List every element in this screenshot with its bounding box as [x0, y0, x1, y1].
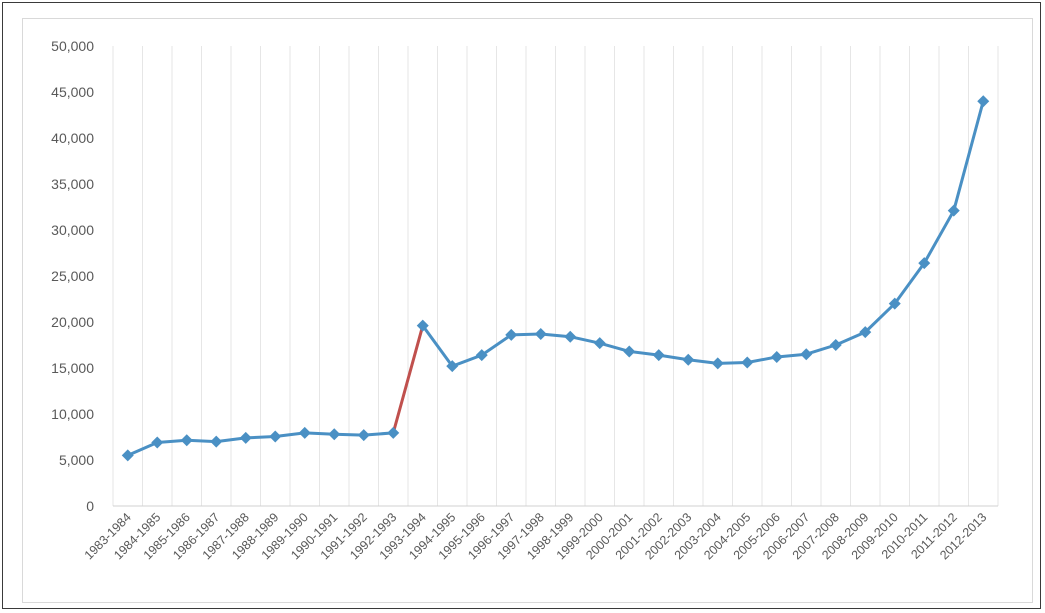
line-segment [834, 330, 867, 347]
line-segment [804, 343, 838, 356]
y-tick-label: 35,000 [51, 176, 94, 192]
data-point-marker [121, 449, 134, 462]
y-tick-label: 5,000 [59, 452, 94, 468]
data-point-marker [888, 297, 901, 310]
y-tick-label: 30,000 [51, 222, 94, 238]
data-point-marker [918, 257, 931, 270]
data-point-marker [239, 431, 252, 444]
data-point-marker [475, 349, 488, 362]
line-segment [480, 333, 513, 357]
data-point-marker [741, 356, 754, 369]
data-point-marker [180, 434, 193, 447]
data-point-marker [446, 360, 459, 373]
data-point-marker [298, 426, 311, 439]
data-point-marker [623, 345, 636, 358]
x-axis-tick-labels: 1983-19841984-19851985-19861986-19871987… [82, 510, 990, 562]
data-point-marker [269, 430, 282, 443]
line-segment [450, 353, 484, 368]
data-point-marker [682, 353, 695, 366]
data-point-marker [328, 428, 341, 441]
data-point-marker [564, 330, 577, 343]
data-point-marker [505, 328, 518, 341]
highlighted-line-segment [391, 324, 425, 435]
y-tick-label: 40,000 [51, 130, 94, 146]
y-tick-label: 10,000 [51, 406, 94, 422]
data-point-marker [387, 426, 400, 439]
line-segment [893, 261, 926, 306]
y-tick-label: 45,000 [51, 84, 94, 100]
data-point-marker [977, 95, 990, 108]
y-tick-label: 25,000 [51, 268, 94, 284]
data-point-marker [210, 435, 223, 448]
data-point-marker [800, 348, 813, 361]
line-segment [922, 209, 956, 265]
data-point-marker [859, 326, 872, 339]
line-segment [598, 341, 631, 353]
data-point-marker [151, 436, 164, 449]
data-point-marker [947, 204, 960, 217]
data-point-marker [357, 429, 370, 442]
line-segment [126, 441, 159, 457]
line-segment [421, 324, 454, 368]
data-point-marker [770, 350, 783, 363]
data-point-marker [534, 327, 547, 340]
line-segment [952, 99, 985, 213]
y-tick-label: 15,000 [51, 360, 94, 376]
y-axis-tick-labels: 0 5,000 10,000 15,000 20,000 25,000 30,000 35,0… [51, 38, 94, 514]
y-tick-label: 0 [86, 498, 94, 514]
y-tick-label: 20,000 [51, 314, 94, 330]
data-point-marker [652, 349, 665, 362]
data-point-marker [711, 357, 724, 370]
data-point-marker [829, 339, 842, 351]
line-segment [863, 302, 897, 334]
data-point-marker [416, 319, 429, 332]
series-markers [121, 95, 990, 462]
vertical-gridlines [112, 46, 999, 506]
data-point-marker [593, 337, 606, 350]
y-tick-label: 50,000 [51, 38, 94, 54]
